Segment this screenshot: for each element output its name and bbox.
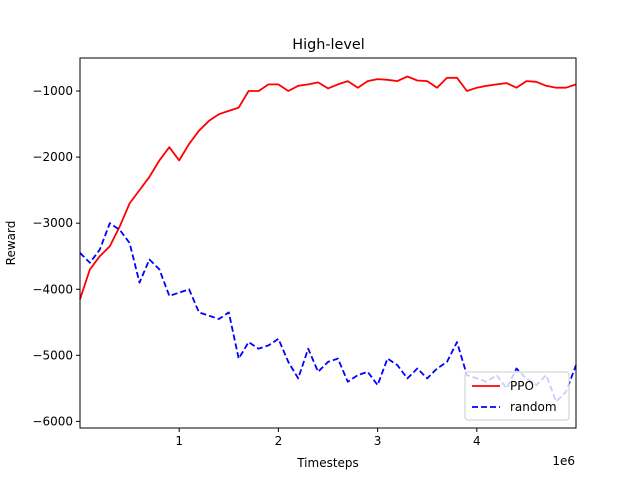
chart-title: High-level bbox=[292, 37, 365, 53]
y-axis-title: Reward bbox=[4, 221, 18, 266]
x-tick-label: 3 bbox=[374, 434, 382, 448]
legend: PPO random bbox=[464, 371, 570, 421]
x-offset-label: 1e6 bbox=[552, 454, 575, 468]
y-tick-label: −1000 bbox=[32, 84, 73, 98]
plot-series bbox=[79, 75, 577, 403]
x-axis: 1 2 3 4 bbox=[175, 428, 481, 448]
y-tick-label: −5000 bbox=[32, 348, 73, 362]
y-tick-label: −4000 bbox=[32, 282, 73, 296]
y-axis: −1000 −2000 −3000 −4000 −5000 −6000 bbox=[32, 84, 80, 428]
y-tick-label: −3000 bbox=[32, 216, 73, 230]
legend-box bbox=[464, 371, 570, 421]
x-tick-label: 1 bbox=[175, 434, 183, 448]
legend-label-ppo: PPO bbox=[510, 379, 534, 393]
x-tick-label: 2 bbox=[275, 434, 283, 448]
legend-label-random: random bbox=[510, 400, 557, 414]
x-axis-title: Timesteps bbox=[296, 456, 359, 470]
y-tick-label: −6000 bbox=[32, 414, 73, 428]
plot-frame bbox=[79, 57, 577, 429]
series-line-ppo bbox=[79, 75, 577, 300]
y-tick-label: −2000 bbox=[32, 150, 73, 164]
x-tick-label: 4 bbox=[473, 434, 481, 448]
